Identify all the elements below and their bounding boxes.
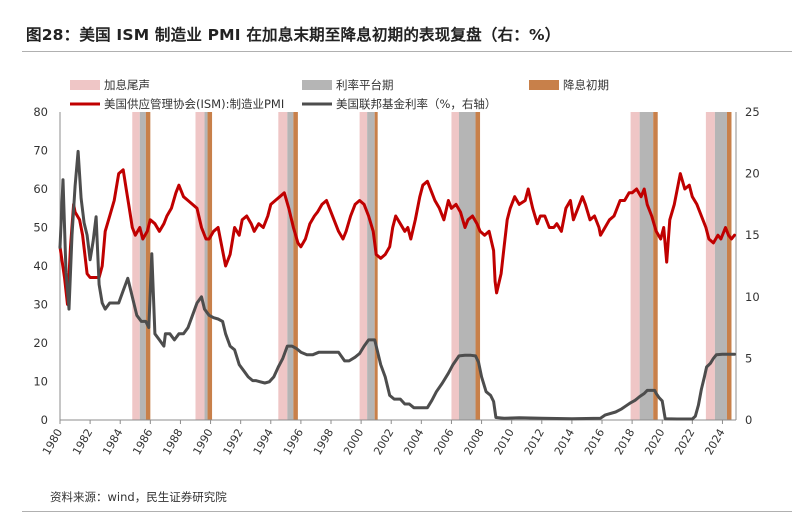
x-tick-label: 2004 xyxy=(401,427,426,458)
x-tick-label: 2016 xyxy=(582,427,607,458)
legend-swatch xyxy=(302,80,332,90)
page-title: 图28：美国 ISM 制造业 PMI 在加息末期至降息初期的表现复盘（右：%） xyxy=(26,26,561,44)
legend-swatch xyxy=(70,80,100,90)
x-tick-label: 2018 xyxy=(612,427,637,458)
legend-label: 美国供应管理协会(ISM):制造业PMI xyxy=(104,97,284,111)
x-tick-label: 2002 xyxy=(371,427,396,458)
series-lines xyxy=(58,149,736,421)
shaded-period xyxy=(726,112,732,420)
legend-label: 利率平台期 xyxy=(336,78,394,92)
shaded-periods xyxy=(132,112,732,420)
legend-label: 美国联邦基金利率（%，右轴） xyxy=(336,97,496,111)
pmi-line xyxy=(58,168,736,306)
y-tick-label-left: 70 xyxy=(33,144,48,158)
y-tick-label-right: 10 xyxy=(745,290,760,304)
x-tick-label: 2022 xyxy=(672,427,697,458)
shaded-period xyxy=(145,112,151,420)
x-tick-label: 2020 xyxy=(642,427,667,458)
x-tick-label: 1984 xyxy=(100,427,125,458)
shaded-period xyxy=(204,112,208,420)
x-tick-label: 2000 xyxy=(341,427,366,458)
title-divider xyxy=(22,51,792,52)
shaded-period xyxy=(705,112,715,420)
x-tick-label: 2008 xyxy=(461,427,486,458)
x-tick-label: 1998 xyxy=(311,427,336,458)
shaded-period xyxy=(139,112,146,420)
x-tick-label: 1986 xyxy=(130,427,155,458)
shaded-period xyxy=(359,112,368,420)
x-tick-label: 1996 xyxy=(281,427,306,458)
shaded-period xyxy=(458,112,476,420)
shaded-period xyxy=(207,112,213,420)
x-tick-label: 2006 xyxy=(431,427,456,458)
legend-label: 加息尾声 xyxy=(104,78,150,92)
shaded-period xyxy=(278,112,288,420)
shaded-period xyxy=(475,112,481,420)
source-note: 资料来源：wind，民生证券研究院 xyxy=(50,490,227,504)
shaded-period xyxy=(630,112,640,420)
x-tick-label: 1990 xyxy=(190,427,215,458)
legend-swatch xyxy=(529,80,559,90)
shaded-period xyxy=(714,112,727,420)
y-tick-label-left: 80 xyxy=(33,105,48,119)
shaded-period xyxy=(287,112,294,420)
shaded-period xyxy=(451,112,459,420)
y-tick-label-left: 0 xyxy=(41,413,48,427)
shaded-period xyxy=(374,112,378,420)
y-tick-label-right: 20 xyxy=(745,167,760,181)
shaded-period xyxy=(367,112,375,420)
x-tick-label: 2024 xyxy=(702,427,727,458)
y-tick-label-left: 40 xyxy=(33,259,48,273)
y-tick-label-right: 15 xyxy=(745,228,760,242)
shaded-period xyxy=(653,112,658,420)
x-tick-label: 1992 xyxy=(221,427,246,458)
bottom-divider xyxy=(22,511,792,512)
shaded-period xyxy=(195,112,205,420)
x-tick-label: 2010 xyxy=(492,427,517,458)
y-tick-label-left: 50 xyxy=(33,221,48,235)
y-tick-label-right: 5 xyxy=(745,351,752,365)
x-tick-label: 2012 xyxy=(522,427,547,458)
x-tick-label: 2014 xyxy=(552,427,577,458)
shaded-period xyxy=(293,112,298,420)
x-tick-label: 1994 xyxy=(251,427,276,458)
y-tick-label-left: 30 xyxy=(33,298,48,312)
x-tick-label: 1982 xyxy=(70,427,95,458)
shaded-period xyxy=(639,112,654,420)
x-tick-label: 1988 xyxy=(160,427,185,458)
fed-funds-rate-line xyxy=(58,149,736,421)
legend-label: 降息初期 xyxy=(563,78,609,92)
y-tick-label-left: 10 xyxy=(33,375,48,389)
x-tick-label: 1980 xyxy=(40,427,65,458)
y-tick-label-left: 60 xyxy=(33,182,48,196)
y-tick-label-right: 0 xyxy=(745,413,752,427)
shaded-period xyxy=(132,112,140,420)
y-tick-label-left: 20 xyxy=(33,336,48,350)
y-tick-label-right: 25 xyxy=(745,105,760,119)
